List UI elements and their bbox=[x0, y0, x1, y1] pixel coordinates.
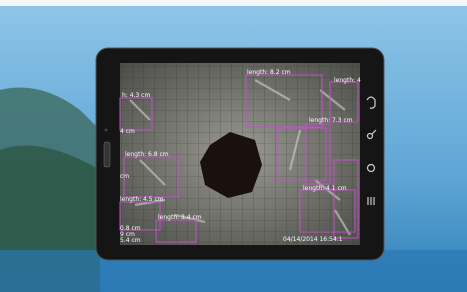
scene: length: 8.2 cm length: 4 h: 4.3 cm lengt… bbox=[0, 0, 467, 292]
measurement-label: length: 4.1 cm bbox=[303, 185, 347, 192]
measurement-label: length: 4.5 cm bbox=[120, 196, 164, 203]
timestamp: 04/14/2014 16:54:1 bbox=[283, 236, 343, 243]
measurement-label: length: 3.4 cm bbox=[158, 214, 202, 221]
screen: length: 8.2 cm length: 4 h: 4.3 cm lengt… bbox=[120, 63, 361, 245]
measurement-label: length: 8.2 cm bbox=[247, 69, 291, 76]
top-border bbox=[0, 0, 467, 6]
measurement-label: length: 7.3 cm bbox=[309, 117, 353, 124]
home-button[interactable] bbox=[104, 142, 110, 167]
measurement-label: 4 cm bbox=[120, 128, 135, 135]
measurement-label: length: 4 bbox=[334, 77, 361, 84]
measurement-label: cm bbox=[120, 173, 129, 180]
measurement-label: length: 6.8 cm bbox=[125, 151, 169, 158]
camera bbox=[105, 129, 108, 132]
measurement-label: 5.4 cm bbox=[120, 237, 141, 244]
measurement-label: h: 4.3 cm bbox=[122, 92, 150, 99]
